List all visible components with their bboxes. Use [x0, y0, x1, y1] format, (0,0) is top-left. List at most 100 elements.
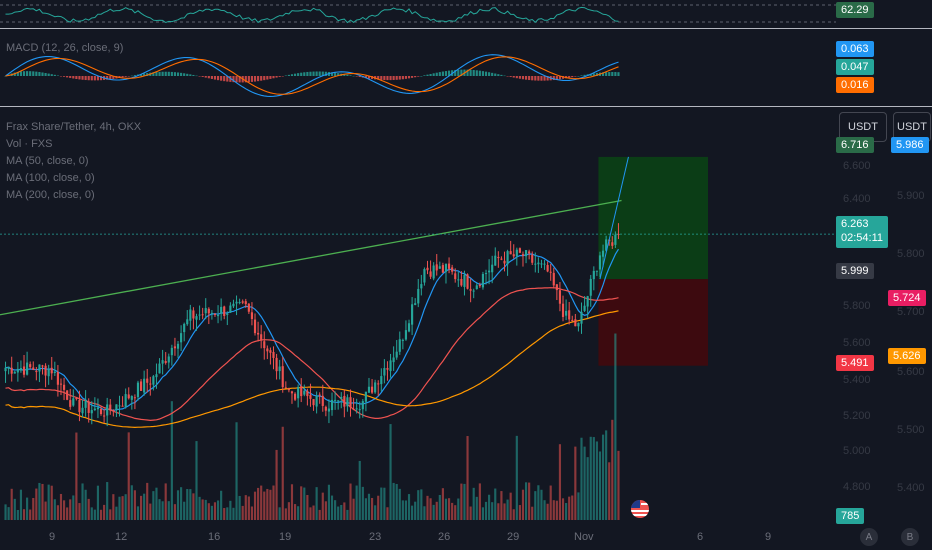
candle-body: [139, 381, 143, 391]
macd-histogram-bar: [509, 76, 512, 77]
candle-body: [571, 319, 574, 321]
candle-body: [611, 242, 614, 246]
volume-bar: [183, 501, 186, 520]
candle-body: [555, 284, 558, 291]
candle-body: [32, 367, 35, 370]
macd-histogram-bar: [164, 71, 167, 76]
volume-bar: [370, 497, 374, 520]
macd-histogram-bar: [124, 76, 127, 77]
volume-bar: [161, 501, 164, 520]
candle-body: [241, 301, 244, 303]
candle-body: [300, 386, 303, 397]
volume-bar: [223, 508, 226, 520]
volume-legend[interactable]: Vol · FXS: [6, 138, 53, 150]
macd-histogram-bar: [481, 71, 485, 76]
candle-body: [598, 255, 602, 270]
volume-bar: [438, 494, 441, 520]
macd-histogram-bar: [204, 76, 207, 78]
macd-histogram-bar: [370, 76, 374, 80]
macd-histogram-bar: [173, 72, 177, 76]
macd-histogram-bar: [312, 71, 315, 76]
volume-bar: [146, 482, 149, 520]
candle-body: [558, 290, 562, 304]
volume-bar: [395, 483, 398, 520]
ma200-legend[interactable]: MA (200, close, 0): [6, 189, 95, 201]
candle-body: [398, 339, 401, 352]
volume-bar: [124, 494, 127, 520]
candle-body: [72, 398, 75, 406]
candle-body: [617, 233, 620, 235]
volume-bar: [152, 491, 155, 520]
volume-bar: [210, 505, 213, 520]
candle-body: [106, 404, 109, 416]
macd-histogram-bar: [106, 76, 109, 80]
volume-bar: [488, 494, 491, 520]
volume-bar: [460, 483, 463, 520]
macd-histogram-bar: [330, 72, 334, 76]
macd-legend[interactable]: MACD (12, 26, close, 9): [6, 42, 124, 54]
volume-bar: [53, 499, 56, 520]
symbol-legend[interactable]: Frax Share/Tether, 4h, OKX: [6, 121, 142, 133]
candle-body: [343, 395, 346, 407]
volume-bar: [337, 506, 340, 520]
macd-histogram-bar: [441, 71, 444, 76]
last-price: 6.263: [841, 218, 869, 230]
candle-body: [546, 264, 549, 272]
candle-body: [460, 279, 463, 286]
macd-histogram-bar: [386, 76, 389, 81]
macd-histogram-bar: [269, 76, 272, 79]
volume-bar: [478, 483, 481, 520]
candle-body: [324, 406, 327, 411]
macd-pane: [4, 54, 620, 97]
volume-bar: [454, 505, 457, 520]
auto-scale-button[interactable]: A: [860, 528, 878, 546]
pane-separator[interactable]: [0, 28, 932, 29]
macd-histogram-bar: [574, 76, 577, 77]
ma50-legend[interactable]: MA (50, close, 0): [6, 155, 89, 167]
macd-histogram-bar: [558, 76, 562, 80]
volume-bar: [364, 498, 367, 520]
volume-bar: [377, 495, 380, 520]
candle-body: [75, 398, 78, 400]
volume-bar: [429, 498, 432, 520]
macd-histogram-bar: [475, 70, 478, 76]
us-flag-icon[interactable]: [631, 500, 649, 518]
macd-histogram-bar: [367, 76, 371, 79]
volume-bar: [155, 487, 158, 520]
volume-bar: [50, 485, 53, 520]
candle-body: [454, 273, 457, 280]
macd-histogram-bar: [216, 76, 220, 81]
macd-histogram-bar: [534, 76, 537, 81]
volume-bar: [260, 485, 263, 520]
candle-body: [220, 306, 223, 314]
candle-body: [463, 274, 466, 287]
volume-bar: [115, 506, 118, 520]
macd-histogram-bar: [155, 72, 158, 76]
candle-body: [201, 314, 204, 316]
bar-countdown: 02:54:11: [841, 232, 884, 244]
macd-histogram-bar: [244, 76, 247, 83]
ma100-legend[interactable]: MA (100, close, 0): [6, 172, 95, 184]
macd-histogram-bar: [220, 76, 223, 81]
candle-body: [66, 390, 69, 400]
candle-body: [19, 368, 23, 371]
volume-bar: [164, 483, 167, 520]
macd-histogram-bar: [580, 75, 583, 76]
macd-histogram-bar: [420, 75, 423, 77]
volume-bar: [143, 493, 146, 520]
volume-bar: [309, 507, 312, 520]
pane-separator[interactable]: [0, 106, 932, 107]
candle-body: [441, 265, 444, 273]
candle-body: [494, 255, 497, 266]
x-tick: 16: [208, 531, 221, 543]
candle-body: [136, 382, 140, 398]
drawings[interactable]: [0, 156, 836, 316]
volume-bar: [90, 507, 93, 520]
candle-body: [47, 369, 50, 377]
long-position-zones[interactable]: [598, 156, 708, 366]
macd-histogram-bar: [78, 76, 81, 80]
macd-histogram-bar: [546, 76, 549, 81]
log-scale-button[interactable]: B: [901, 528, 919, 546]
candle-body: [531, 254, 534, 263]
